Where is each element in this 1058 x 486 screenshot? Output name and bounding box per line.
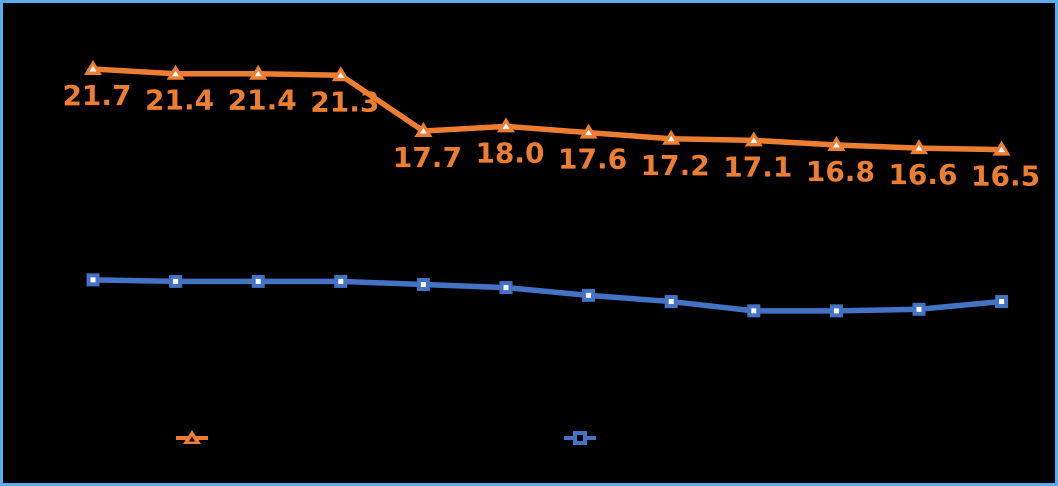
upper-orange-series-marker bbox=[992, 140, 1011, 156]
lower-blue-series-marker bbox=[747, 304, 761, 318]
upper-orange-series-data-label: 21.3 bbox=[310, 85, 379, 118]
lower-blue-series bbox=[86, 273, 1009, 318]
upper-orange-series-marker bbox=[579, 123, 598, 139]
upper-orange-series-data-label: 21.4 bbox=[145, 84, 214, 117]
upper-orange-series-data-label: 18.0 bbox=[475, 136, 544, 169]
upper-orange-series-data-label: 17.6 bbox=[558, 143, 627, 176]
upper-orange-series-marker bbox=[910, 139, 928, 155]
upper-orange-series: 21.7 21.4 21.4 21.3 17.7 18.0 17.6 17.2 17.1 16.8… bbox=[62, 60, 1040, 193]
lower-blue-series-marker bbox=[86, 273, 100, 287]
lower-blue-series-marker bbox=[169, 274, 183, 288]
lower-blue-series-marker bbox=[251, 274, 265, 288]
upper-orange-series-data-label: 21.7 bbox=[62, 79, 131, 112]
lower-blue-series-marker bbox=[334, 274, 348, 288]
lower-blue-series-marker bbox=[912, 302, 926, 316]
lower-blue-series-marker bbox=[995, 295, 1009, 309]
upper-orange-series-data-label: 16.6 bbox=[888, 158, 957, 191]
lower-blue-series-marker bbox=[829, 304, 843, 318]
upper-orange-series-line bbox=[90, 66, 1005, 153]
lower-blue-series-marker bbox=[664, 295, 678, 309]
upper-orange-series-data-label: 16.8 bbox=[806, 155, 875, 188]
lower-blue-series-marker bbox=[499, 281, 513, 295]
upper-orange-series-data-label: 16.5 bbox=[971, 160, 1040, 193]
lower-blue-series-line bbox=[90, 277, 1005, 314]
upper-orange-series-data-label: 17.1 bbox=[723, 150, 792, 183]
upper-orange-series-data-label: 17.7 bbox=[393, 141, 462, 174]
upper-orange-series-marker bbox=[166, 64, 185, 80]
upper-orange-series-marker bbox=[497, 117, 515, 133]
upper-orange-series-marker bbox=[331, 66, 350, 82]
lower-blue-series-marker bbox=[416, 278, 430, 291]
upper-orange-series-marker bbox=[414, 122, 433, 138]
legend-entry-lower-blue-series bbox=[564, 431, 596, 445]
legend-entry-upper-orange-series bbox=[176, 430, 208, 444]
lower-blue-series-marker bbox=[582, 288, 596, 302]
upper-orange-series-data-label: 17.2 bbox=[641, 149, 710, 182]
upper-orange-series-marker bbox=[662, 129, 681, 145]
upper-orange-series-marker bbox=[84, 60, 102, 76]
upper-orange-series-marker bbox=[827, 136, 846, 151]
upper-orange-series-marker bbox=[249, 64, 268, 80]
upper-orange-series-data-label: 21.4 bbox=[228, 84, 297, 117]
upper-orange-series-marker bbox=[744, 131, 763, 147]
